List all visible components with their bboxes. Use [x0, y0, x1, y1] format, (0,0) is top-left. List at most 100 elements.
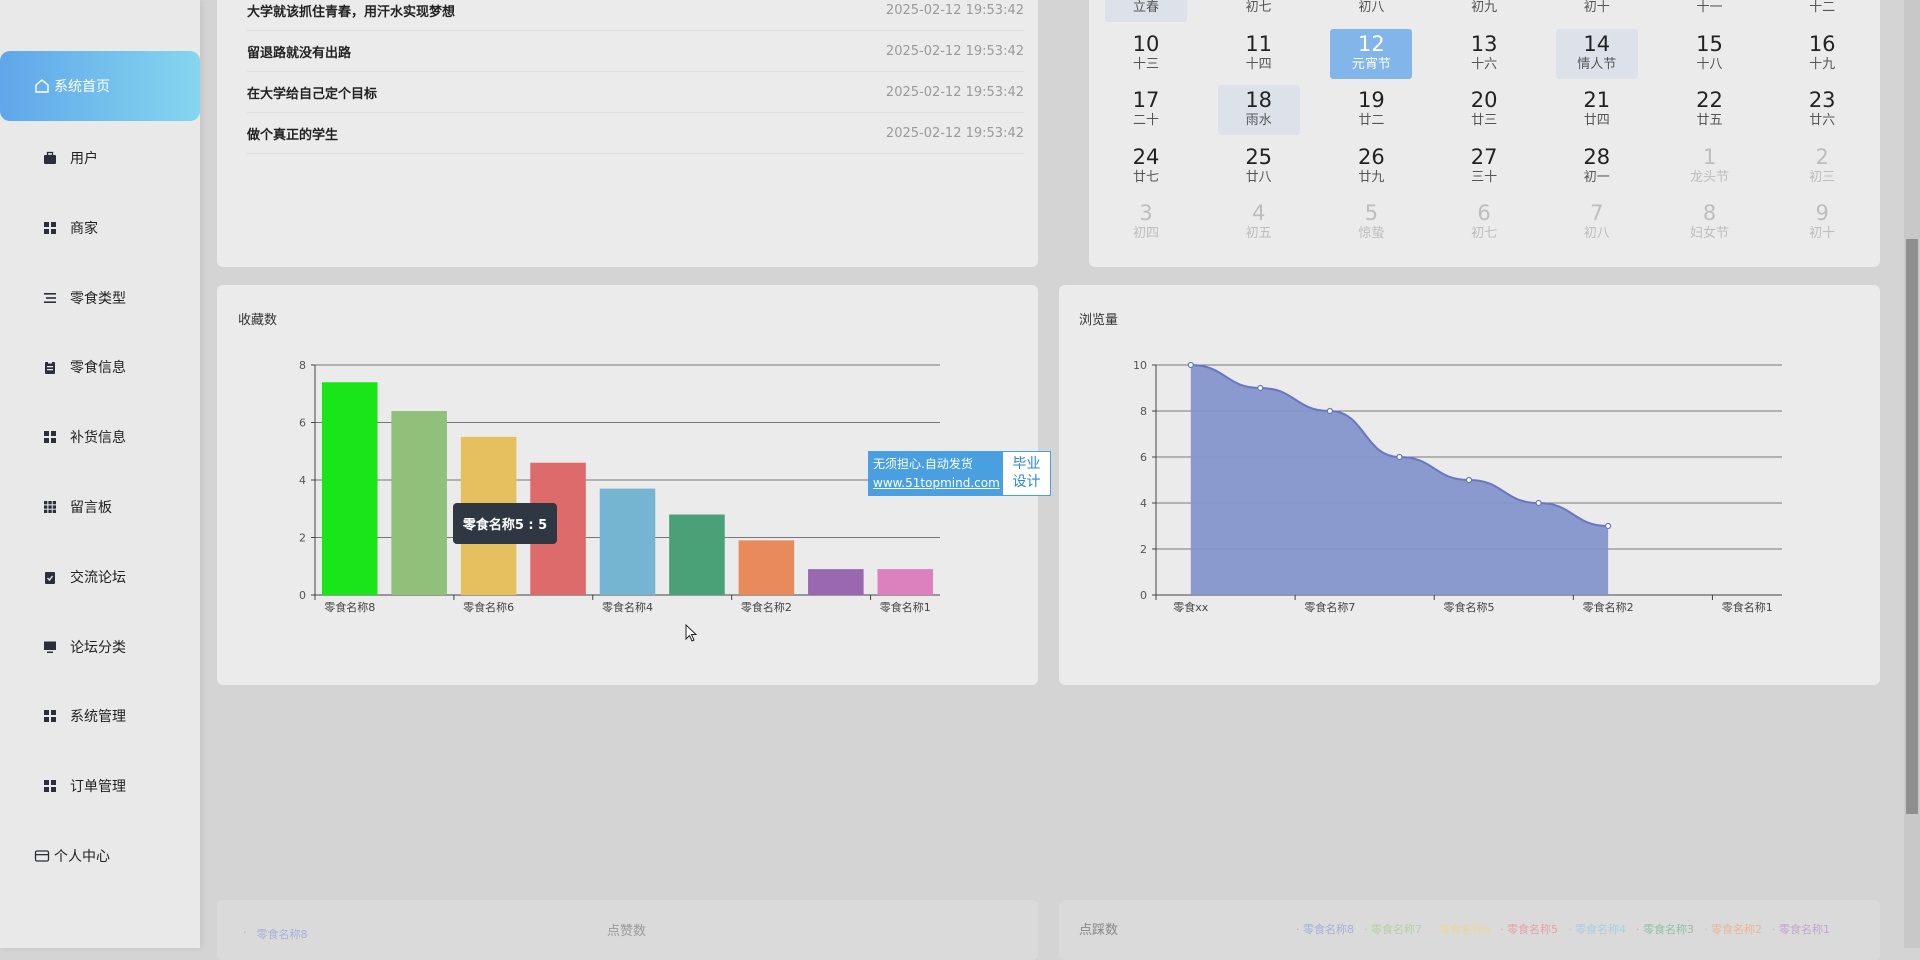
- calendar-day[interactable]: 9十二: [1780, 0, 1864, 15]
- calendar-day[interactable]: 24 廿七: [1104, 128, 1188, 185]
- watermark-link[interactable]: www.51topmind.com: [873, 476, 1000, 490]
- calendar-day[interactable]: 27 三十: [1442, 128, 1526, 185]
- calendar-day[interactable]: 6初九: [1442, 0, 1526, 15]
- legend-label: 零食名称7: [1371, 923, 1422, 936]
- calendar-day[interactable]: 6 初七: [1442, 184, 1526, 241]
- news-row[interactable]: 做个真正的学生 2025-02-12 19:53:42: [247, 114, 1024, 154]
- day-number: 12: [1358, 31, 1385, 56]
- sidebar-item[interactable]: 用户: [0, 130, 200, 186]
- calendar-day[interactable]: 10 十三: [1104, 15, 1188, 72]
- sidebar-item[interactable]: 留言板: [0, 479, 200, 535]
- sidebar-item[interactable]: 系统首页: [0, 51, 200, 121]
- sidebar-item[interactable]: 订单管理: [0, 758, 200, 814]
- sidebar-item[interactable]: 交流论坛: [0, 549, 200, 605]
- chart-tooltip: 零食名称5 : 5: [453, 503, 557, 544]
- sidebar-item-label: 系统首页: [54, 79, 110, 95]
- card-icon: [34, 848, 50, 864]
- calendar-day[interactable]: 18 雨水: [1217, 71, 1301, 135]
- calendar-day[interactable]: 23 廿六: [1780, 71, 1864, 128]
- sidebar-item[interactable]: 零食信息: [0, 339, 200, 395]
- sidebar-item-label: 订单管理: [70, 779, 126, 795]
- sidebar-item[interactable]: 零食类型: [0, 270, 200, 326]
- calendar-day[interactable]: 2 初三: [1780, 128, 1864, 185]
- calendar-day[interactable]: 22 廿五: [1668, 71, 1752, 128]
- calendar-day[interactable]: 3 初四: [1104, 184, 1188, 241]
- lunar-label: 初五: [1245, 226, 1272, 241]
- calendar-day[interactable]: 16 十九: [1780, 15, 1864, 72]
- legend-item[interactable]: · 零食名称7: [1364, 923, 1422, 936]
- calendar-day[interactable]: 5 惊蛰: [1329, 184, 1413, 241]
- legend-item[interactable]: · 零食名称8: [1296, 923, 1354, 936]
- legend-item[interactable]: · 零食名称8: [243, 926, 308, 941]
- sidebar-item-label: 零食信息: [70, 360, 126, 376]
- day-number: 26: [1358, 144, 1385, 169]
- news-row[interactable]: 大学就该抓住青春，用汗水实现梦想 2025-02-12 19:53:42: [247, 0, 1024, 31]
- calendar-day[interactable]: 15 十八: [1668, 15, 1752, 72]
- watermark-ad[interactable]: 无须担心.自动发货 www.51topmind.com 毕业设计: [868, 451, 1051, 496]
- calendar-day[interactable]: 17 二十: [1104, 71, 1188, 128]
- calendar-day[interactable]: 5初八: [1329, 0, 1413, 15]
- calendar-day[interactable]: 12 元宵节: [1329, 15, 1413, 79]
- news-title[interactable]: 做个真正的学生: [247, 128, 339, 143]
- calendar-day[interactable]: 9 初十: [1780, 184, 1864, 241]
- calendar-day[interactable]: 7初十: [1555, 0, 1639, 15]
- sidebar-item[interactable]: 商家: [0, 200, 200, 256]
- sidebar-item[interactable]: 补货信息: [0, 409, 200, 465]
- grid-icon: [42, 220, 58, 236]
- lunar-label: 初八: [1583, 226, 1610, 241]
- calendar-day[interactable]: 21 廿四: [1555, 71, 1639, 128]
- briefcase-icon: [42, 150, 58, 166]
- lunar-label: 十一: [1696, 0, 1723, 15]
- sidebar-item[interactable]: 个人中心: [0, 828, 200, 884]
- calendar-day[interactable]: 3立春: [1104, 0, 1188, 22]
- calendar-day[interactable]: 8十一: [1668, 0, 1752, 15]
- calendar-day[interactable]: 11 十四: [1217, 15, 1301, 72]
- lunar-label: 龙头节: [1689, 169, 1729, 185]
- lunar-label: 十四: [1245, 56, 1272, 72]
- calendar-day[interactable]: 13 十六: [1442, 15, 1526, 72]
- day-number: 25: [1245, 144, 1273, 169]
- scrollbar[interactable]: [1904, 0, 1920, 948]
- calendar-day[interactable]: 4初七: [1217, 0, 1301, 15]
- calendar-day[interactable]: 26 廿九: [1329, 128, 1413, 185]
- calendar-day[interactable]: 25 廿八: [1217, 128, 1301, 185]
- lunar-label: 初十: [1583, 0, 1610, 15]
- legend-label: 零食名称4: [1575, 923, 1626, 936]
- news-row[interactable]: 留退路就没有出路 2025-02-12 19:53:42: [247, 32, 1024, 72]
- grid-icon: [42, 429, 58, 445]
- sidebar-item[interactable]: 论坛分类: [0, 619, 200, 675]
- sidebar-item[interactable]: 系统管理: [0, 688, 200, 744]
- chart-title: 收藏数: [238, 313, 278, 328]
- day-number: 8: [1702, 201, 1717, 225]
- sidebar-item-label: 个人中心: [54, 849, 110, 865]
- lunar-label: 二十: [1132, 113, 1159, 128]
- calendar-day[interactable]: 14 情人节: [1555, 15, 1639, 79]
- sidebar-item-label: 系统管理: [70, 709, 126, 725]
- news-row[interactable]: 在大学给自己定个目标 2025-02-12 19:53:42: [247, 73, 1024, 113]
- calendar-day[interactable]: 8 妇女节: [1668, 184, 1752, 241]
- legend-item[interactable]: · 零食名称3: [1636, 923, 1694, 936]
- lunar-label: 初四: [1132, 226, 1159, 241]
- legend-item[interactable]: · 零食名称2: [1704, 923, 1762, 936]
- calendar-day[interactable]: 19 廿二: [1329, 71, 1413, 128]
- legend-item[interactable]: · 零食名称5: [1500, 923, 1558, 936]
- lunar-label: 廿四: [1583, 113, 1610, 128]
- lunar-label: 十二: [1809, 0, 1836, 15]
- day-number: 16: [1808, 31, 1836, 56]
- day-number: 27: [1470, 144, 1498, 169]
- scrollbar-thumb[interactable]: [1906, 239, 1918, 814]
- calendar-day[interactable]: 28 初一: [1555, 128, 1639, 185]
- calendar-day[interactable]: 4 初五: [1217, 184, 1301, 241]
- calendar-day[interactable]: 7 初八: [1555, 184, 1639, 241]
- legend-item[interactable]: · 零食名称1: [1772, 923, 1830, 936]
- calendar-day[interactable]: 1 龙头节: [1668, 128, 1752, 185]
- legend-item[interactable]: · 零食名称6: [1432, 923, 1490, 936]
- news-title[interactable]: 留退路就没有出路: [247, 46, 352, 61]
- watermark-text: 无须担心.自动发货: [873, 457, 973, 471]
- news-date: 2025-02-12 19:53:42: [885, 85, 1024, 100]
- lunar-label: 初八: [1358, 0, 1385, 15]
- news-title[interactable]: 大学就该抓住青春，用汗水实现梦想: [247, 5, 456, 20]
- calendar-day[interactable]: 20 廿三: [1442, 71, 1526, 128]
- news-title[interactable]: 在大学给自己定个目标: [247, 87, 378, 102]
- legend-item[interactable]: · 零食名称4: [1568, 923, 1626, 936]
